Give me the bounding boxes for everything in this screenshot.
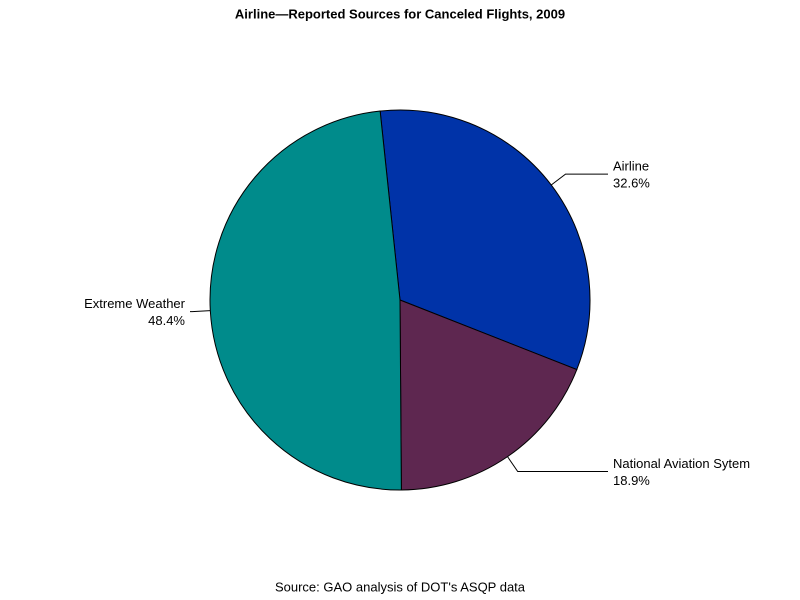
slice-label: Extreme Weather — [84, 296, 186, 311]
source-note: Source: GAO analysis of DOT's ASQP data — [275, 579, 526, 594]
leader-line — [190, 310, 211, 313]
leader-line — [507, 456, 608, 472]
slice-value-label: 48.4% — [148, 313, 185, 328]
slice-value-label: 32.6% — [613, 176, 650, 191]
pie-slice — [209, 110, 402, 491]
chart-title: Airline—Reported Sources for Canceled Fl… — [235, 6, 565, 21]
leader-line — [550, 173, 608, 186]
slice-label: National Aviation Sytem — [613, 456, 750, 471]
slice-value-label: 18.9% — [613, 473, 650, 488]
slice-label: Airline — [613, 159, 649, 174]
